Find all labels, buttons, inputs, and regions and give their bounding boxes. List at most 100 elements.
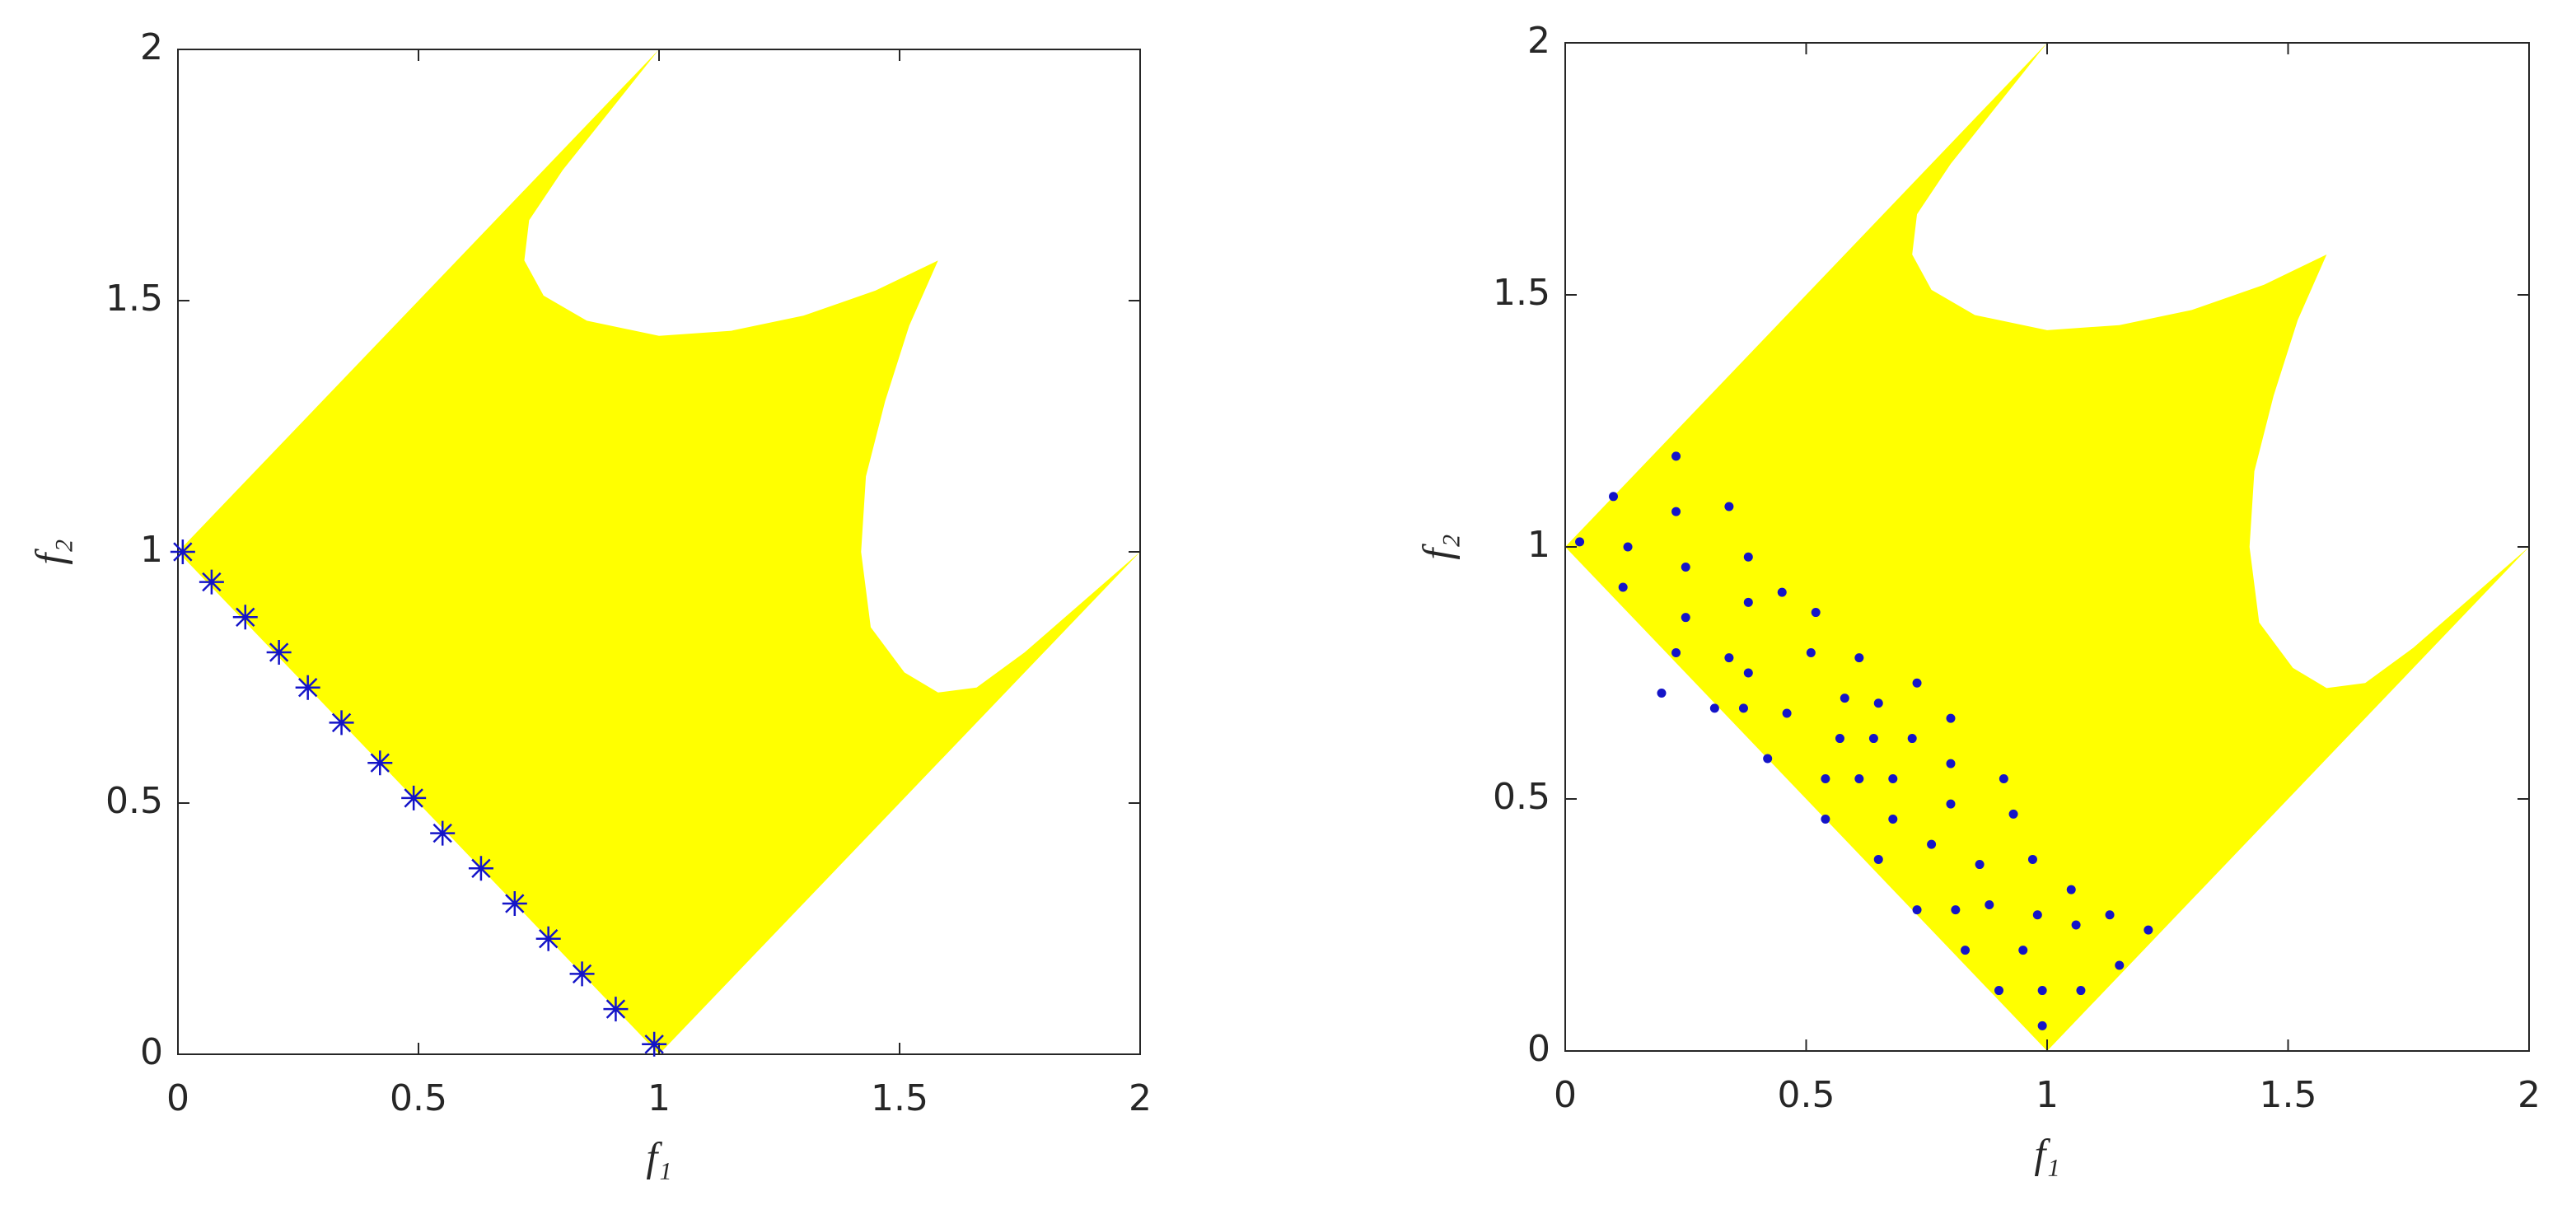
point <box>1724 653 1734 663</box>
point <box>1743 668 1753 678</box>
point <box>1946 799 1956 809</box>
point <box>1743 552 1753 562</box>
y-tick-label: 1 <box>140 529 163 571</box>
y-tick-label: 0 <box>140 1031 163 1073</box>
point <box>2144 925 2153 935</box>
point <box>1961 946 1971 955</box>
point <box>603 997 629 1022</box>
point <box>1912 905 1922 915</box>
point <box>1806 648 1816 658</box>
x-axis-label: f₁ <box>646 1133 671 1179</box>
point <box>266 640 292 665</box>
point <box>1999 774 2008 784</box>
point <box>2037 986 2047 996</box>
point <box>1873 854 1883 864</box>
point <box>1738 703 1748 713</box>
point <box>1618 582 1628 592</box>
point <box>1811 608 1821 618</box>
y-tick-label: 2 <box>140 26 163 68</box>
point <box>502 891 527 916</box>
point <box>1657 688 1667 698</box>
point <box>1835 734 1844 744</box>
point <box>170 539 195 564</box>
point <box>1888 814 1898 824</box>
point <box>295 675 320 700</box>
point <box>329 710 354 736</box>
x-tick-label: 1 <box>648 1077 671 1119</box>
y-tick-label: 1 <box>1527 524 1550 566</box>
point <box>1681 613 1690 623</box>
point <box>1575 537 1585 547</box>
point <box>1975 860 1985 870</box>
x-tick-label: 2 <box>2518 1074 2541 1116</box>
point <box>1782 708 1792 718</box>
x-tick-label: 2 <box>1129 1077 1152 1119</box>
point <box>2027 854 2037 864</box>
x-tick-label: 1.5 <box>2260 1074 2317 1116</box>
point <box>2105 910 2115 920</box>
x-tick-label: 1.5 <box>871 1077 928 1119</box>
point <box>569 961 595 987</box>
point <box>2076 986 2086 996</box>
point <box>1912 678 1922 688</box>
point <box>1671 451 1681 461</box>
point <box>232 605 258 630</box>
point <box>1951 905 1961 915</box>
point <box>367 750 393 776</box>
point <box>2032 910 2042 920</box>
point <box>1985 900 1994 910</box>
x-tick-label: 0.5 <box>390 1077 447 1119</box>
y-tick-label: 0.5 <box>105 780 163 822</box>
point <box>401 785 427 810</box>
point <box>1854 774 1864 784</box>
point <box>1609 492 1618 502</box>
point <box>1888 774 1898 784</box>
point <box>1671 648 1681 658</box>
point <box>642 1031 667 1057</box>
y-tick-label: 0 <box>1527 1028 1550 1070</box>
feasible-region <box>1565 43 2529 1051</box>
point <box>430 820 456 846</box>
point <box>1854 653 1864 663</box>
point <box>1623 542 1633 552</box>
point <box>1681 562 1690 572</box>
x-axis-label: f₁ <box>2034 1130 2059 1176</box>
point <box>1743 597 1753 607</box>
y-tick-label: 1.5 <box>1493 272 1550 314</box>
point <box>2066 885 2076 894</box>
point <box>1946 759 1956 768</box>
y-axis-label: f₂ <box>26 539 72 564</box>
point <box>1724 502 1734 511</box>
x-tick-label: 1 <box>2036 1074 2059 1116</box>
point <box>1907 734 1917 744</box>
point <box>2018 946 2028 955</box>
point <box>1868 734 1878 744</box>
x-tick-label: 0 <box>166 1077 189 1119</box>
point <box>2071 920 2081 930</box>
point <box>1994 986 2003 996</box>
point <box>1777 587 1787 597</box>
y-tick-label: 2 <box>1527 20 1550 62</box>
point <box>1763 754 1773 764</box>
point <box>1671 507 1681 516</box>
y-tick-label: 0.5 <box>1493 776 1550 818</box>
axes: 0 0.5 1 1.5 2 0 0.5 1 1.5 2 f₁ f₂ <box>26 26 1152 1179</box>
y-axis-label: f₂ <box>1414 534 1460 559</box>
point <box>199 569 224 595</box>
point <box>1946 713 1956 723</box>
point <box>1821 814 1830 824</box>
point <box>1873 698 1883 708</box>
point <box>2037 1021 2047 1030</box>
point <box>468 856 493 881</box>
x-tick-label: 0 <box>1554 1074 1577 1116</box>
point <box>1840 694 1849 703</box>
point <box>1821 774 1830 784</box>
point <box>2008 809 2018 819</box>
point <box>2115 960 2125 970</box>
feasible-region <box>178 49 1140 1054</box>
axes: 0 0.5 1 1.5 2 0 0.5 1 1.5 2 f₁ f₂ <box>1414 20 2541 1176</box>
y-tick-label: 1.5 <box>105 278 163 320</box>
x-tick-label: 0.5 <box>1778 1074 1835 1116</box>
